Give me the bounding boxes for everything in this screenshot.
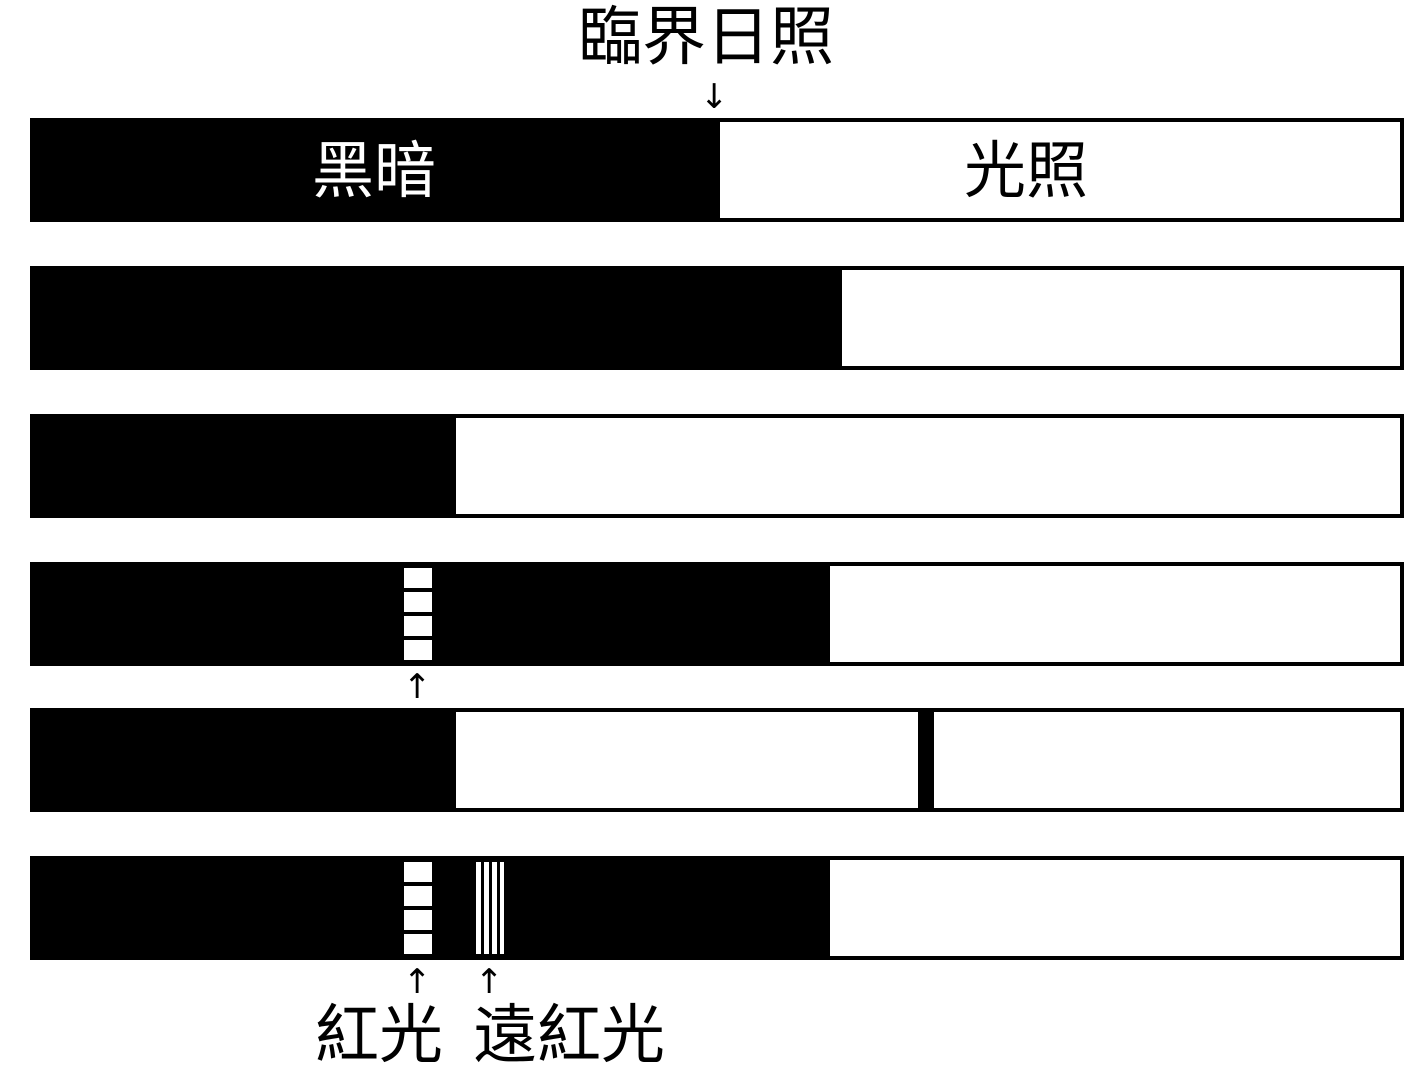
arrow-up-icon: ↑ xyxy=(403,667,432,707)
photoperiod-bar-5 xyxy=(30,708,1404,812)
red-light-flash xyxy=(404,862,432,954)
photoperiod-bar-1: 黑暗 光照 xyxy=(30,118,1404,222)
dark-period xyxy=(34,418,456,514)
light-label: 光照 xyxy=(964,134,1089,207)
dark-period xyxy=(34,860,830,956)
arrow-up-icon: ↑ xyxy=(475,962,504,1002)
dark-period xyxy=(34,270,842,366)
photoperiod-bar-4 xyxy=(30,562,1404,666)
photoperiod-bar-2 xyxy=(30,266,1404,370)
arrow-up-icon: ↑ xyxy=(403,962,432,1002)
dark-label: 黑暗 xyxy=(312,134,437,207)
dark-period xyxy=(34,122,720,218)
far-red-light-label: 遠紅光 xyxy=(473,999,665,1073)
photoperiod-bar-6 xyxy=(30,856,1404,960)
dark-period xyxy=(34,712,456,808)
red-light-label: 紅光 xyxy=(315,999,443,1073)
critical-daylength-label: 臨界日照 xyxy=(578,1,834,75)
red-light-flash xyxy=(404,568,432,660)
photoperiod-bar-3 xyxy=(30,414,1404,518)
arrow-down-icon: ↓ xyxy=(700,77,729,117)
far-red-light-flash xyxy=(476,862,504,954)
dark-interruption xyxy=(918,712,934,808)
dark-period xyxy=(34,566,830,662)
